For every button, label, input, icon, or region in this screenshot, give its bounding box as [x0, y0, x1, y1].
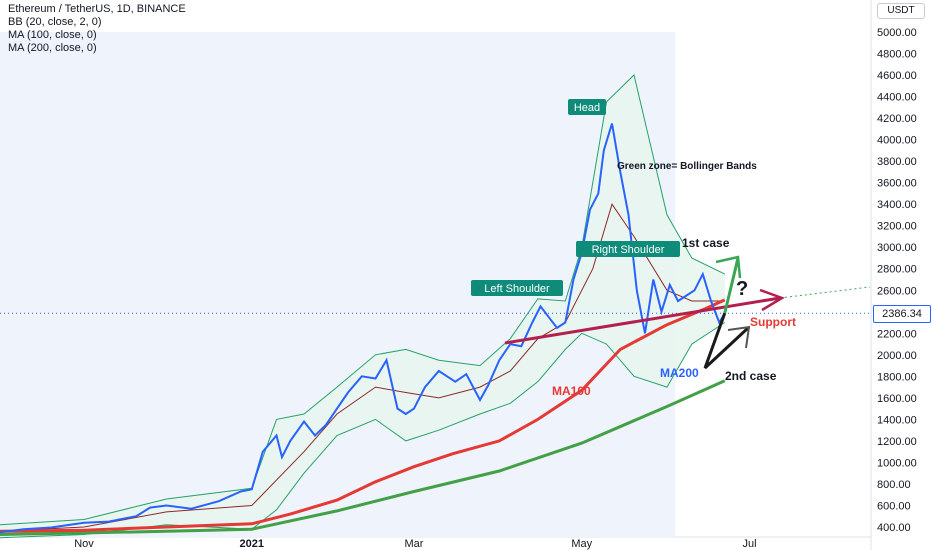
left-shoulder-label: Left Shoulder [484, 283, 550, 295]
x-tick-label: Jul [742, 538, 756, 550]
bb-basis-line [0, 203, 725, 532]
support-line [504, 296, 781, 345]
ma100-line [0, 298, 726, 533]
y-tick-label: 1000.00 [877, 457, 917, 469]
currency-button[interactable]: USDT [877, 3, 925, 19]
x-tick-label: May [571, 538, 592, 550]
support-arrowhead [759, 288, 785, 312]
y-axis: 400.00 600.00 800.00 1000.00 1200.00 1400.00 1… [870, 0, 917, 550]
chart-legend: Ethereum / TetherUS, 1D, BINANCE BB (20,… [8, 3, 186, 55]
legend-ma200[interactable]: MA (200, close, 0) [8, 42, 97, 54]
annotation-labels: Head Left Shoulder Right Shoulder Green zon… [471, 99, 796, 398]
last-price-tag: 2386.34 [873, 305, 931, 323]
legend-ma100[interactable]: MA (100, close, 0) [8, 29, 97, 41]
support-extension [779, 286, 871, 299]
question-mark: ? [736, 278, 748, 300]
y-tick-label: 800.00 [877, 479, 911, 491]
right-shoulder-label: Right Shoulder [592, 244, 665, 256]
bollinger-note: Green zone= Bollinger Bands [617, 161, 757, 172]
y-tick-label: 4600.00 [877, 70, 917, 82]
y-tick-label: 1600.00 [877, 393, 917, 405]
case1-label: 1st case [682, 236, 730, 250]
support-label: Support [750, 315, 796, 329]
case2-label: 2nd case [725, 369, 777, 383]
left-shoulder-label-bg [471, 280, 563, 296]
y-tick-label: 2200.00 [877, 328, 917, 340]
y-tick-label: 1800.00 [877, 371, 917, 383]
ma100-label: MA100 [552, 384, 591, 398]
head-label-bg [568, 99, 606, 115]
x-tick-label: Mar [405, 538, 424, 550]
y-tick-label: 5000.00 [877, 27, 917, 39]
drawings [0, 255, 871, 370]
y-tick-label: 3200.00 [877, 221, 917, 233]
y-tick-label: 2600.00 [877, 285, 917, 297]
y-tick-label: 4000.00 [877, 135, 917, 147]
case2-arrow [703, 312, 750, 370]
y-tick-label: 3400.00 [877, 199, 917, 211]
price-line [0, 123, 726, 534]
price-series [0, 123, 726, 534]
ma200-label: MA200 [660, 366, 699, 380]
y-tick-label: 2800.00 [877, 264, 917, 276]
moving-averages [0, 298, 726, 536]
x-tick-label: 2021 [240, 538, 264, 550]
legend-bb[interactable]: BB (20, close, 2, 0) [8, 16, 102, 28]
right-shoulder-label-bg [576, 241, 680, 257]
y-tick-label: 3000.00 [877, 242, 917, 254]
ma200-line [0, 379, 726, 536]
y-tick-label: 1200.00 [877, 436, 917, 448]
y-tick-label: 4200.00 [877, 113, 917, 125]
y-tick-label: 3800.00 [877, 156, 917, 168]
legend-symbol[interactable]: Ethereum / TetherUS, 1D, BINANCE [8, 3, 186, 15]
y-tick-label: 4400.00 [877, 92, 917, 104]
y-tick-label: 4800.00 [877, 49, 917, 61]
case1-arrow [723, 257, 740, 314]
case1-arrowhead [715, 255, 742, 279]
y-tick-label: 400.00 [877, 522, 911, 534]
case2-arrowhead [727, 325, 751, 349]
y-tick-label: 3600.00 [877, 178, 917, 190]
head-label: Head [574, 102, 600, 114]
bb-lower-line [0, 322, 726, 539]
x-tick-label: Nov [74, 538, 94, 550]
bb-fill [0, 75, 725, 538]
y-tick-label: 2000.00 [877, 350, 917, 362]
y-tick-label: 1400.00 [877, 414, 917, 426]
x-axis: Nov 2021 Mar May Jul [0, 536, 871, 550]
y-tick-label: 600.00 [877, 500, 911, 512]
